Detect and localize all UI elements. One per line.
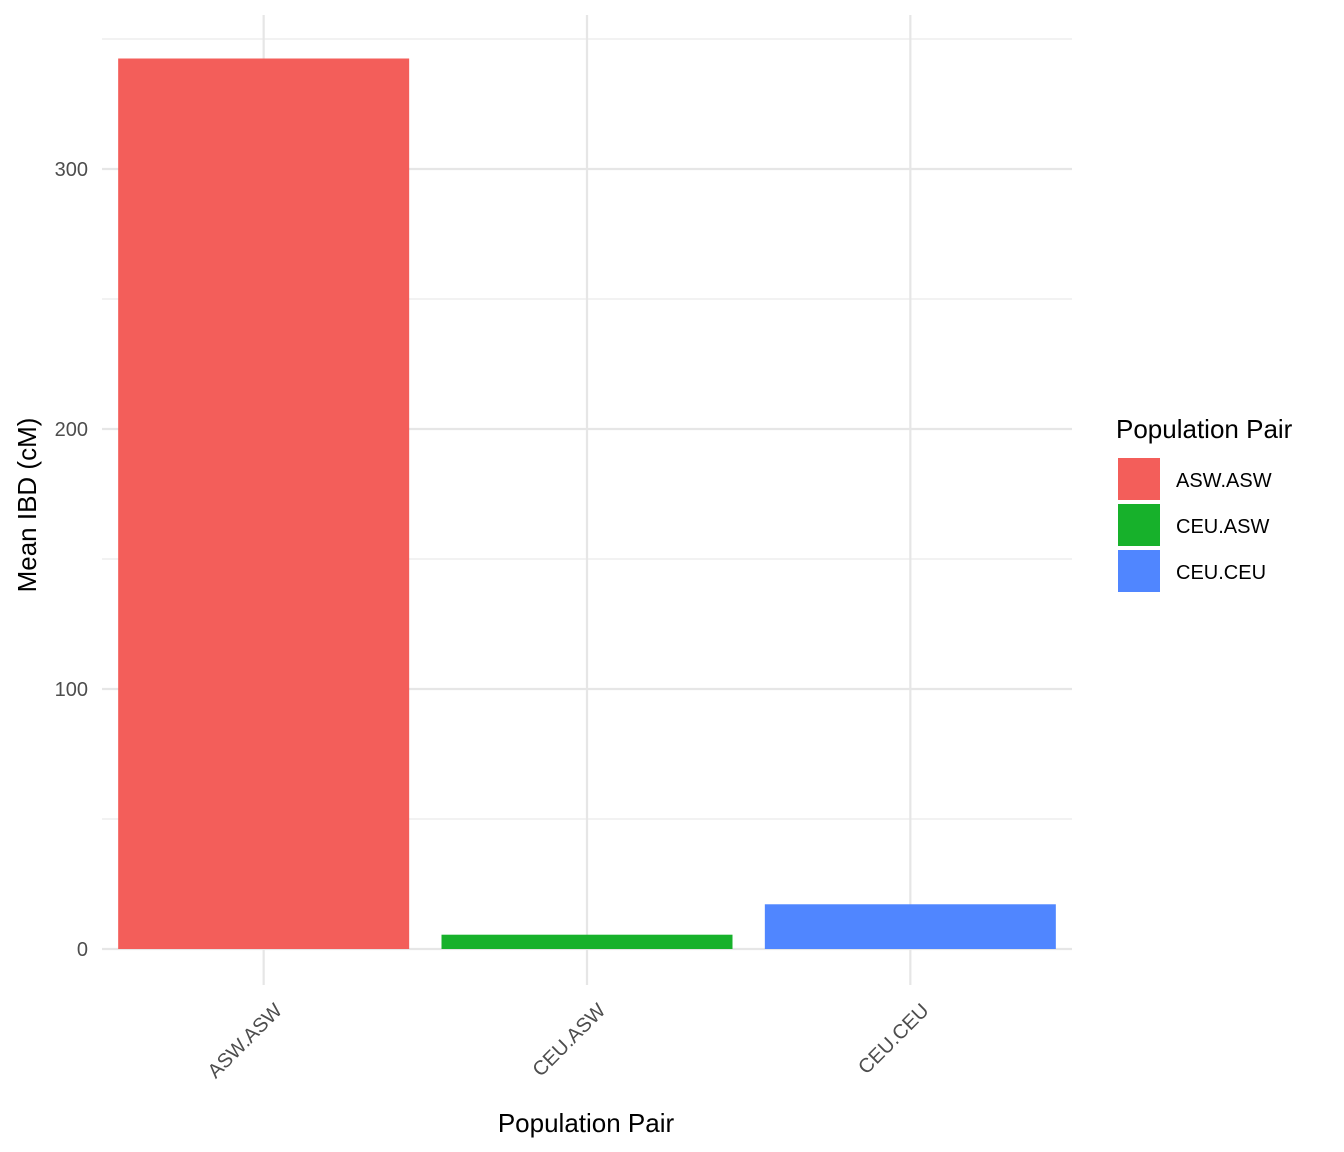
legend-label: ASW.ASW (1176, 470, 1272, 492)
bar-ceu-asw (441, 934, 733, 949)
x-axis-title: Population Pair (498, 1108, 675, 1138)
y-tick-label: 200 (55, 419, 88, 441)
x-tick-label: CEU.CEU (854, 1000, 933, 1079)
bars (118, 58, 1056, 949)
x-axis-tick-labels: ASW.ASW CEU.ASW CEU.CEU (204, 1000, 934, 1083)
legend-swatch (1118, 458, 1160, 500)
legend-items: ASW.ASW CEU.ASW CEU.CEU (1118, 458, 1272, 592)
y-tick-label: 300 (55, 159, 88, 181)
x-tick-label: CEU.ASW (529, 1000, 611, 1082)
y-axis-title: Mean IBD (cM) (12, 418, 42, 593)
legend-label: CEU.CEU (1176, 562, 1266, 584)
legend-title: Population Pair (1116, 414, 1293, 444)
bar-ceu-ceu (764, 904, 1056, 949)
bar-asw-asw (118, 58, 410, 949)
legend-swatch (1118, 550, 1160, 592)
y-tick-label: 100 (55, 679, 88, 701)
legend-swatch (1118, 504, 1160, 546)
legend: Population Pair ASW.ASW CEU.ASW CEU.CEU (1116, 414, 1293, 592)
x-tick-label: ASW.ASW (204, 1000, 287, 1083)
y-tick-label: 0 (77, 939, 88, 961)
y-axis-tick-labels: 0 100 200 300 (55, 159, 88, 961)
legend-label: CEU.ASW (1176, 516, 1269, 538)
